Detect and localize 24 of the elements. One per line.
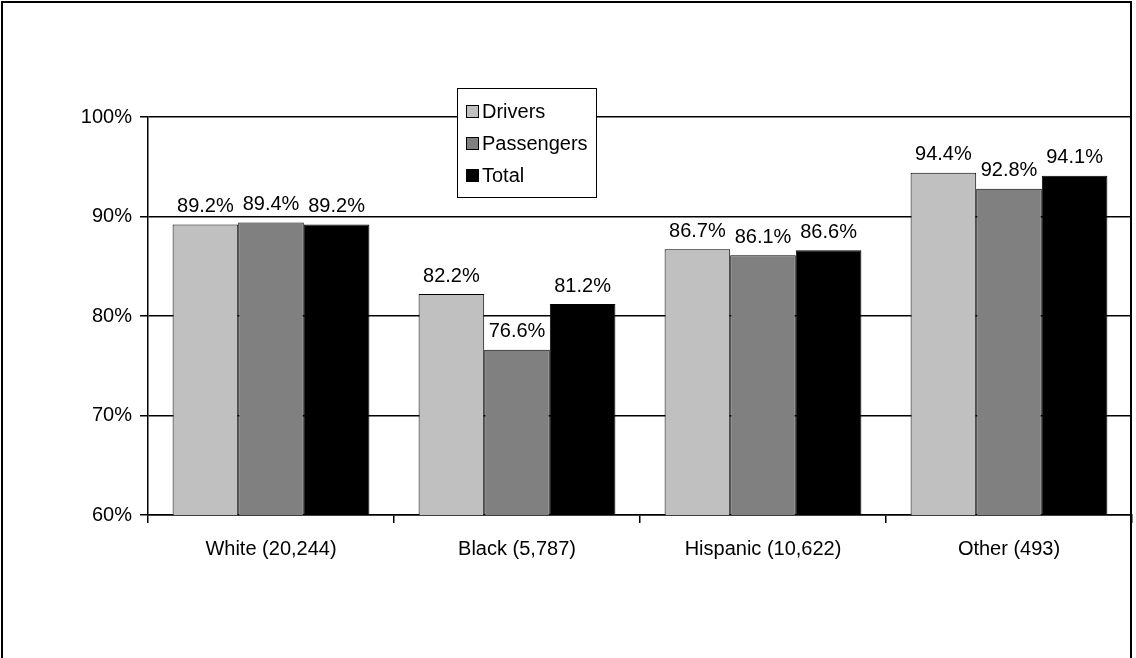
data-label: 81.2% [554,273,612,296]
legend-label: Passengers [482,131,588,155]
y-tick-label: 100% [80,104,133,127]
x-tick-label: Hispanic (10,622) [684,536,842,559]
y-tick-label: 70% [91,403,133,426]
data-label: 89.2% [308,193,366,216]
data-label: 76.6% [488,319,546,342]
data-label: 86.1% [734,224,792,247]
legend-label: Total [482,163,525,187]
legend-label: Drivers [482,99,546,123]
x-tick-label: White (20,244) [205,536,337,559]
x-tick-label: Other (493) [957,536,1061,559]
data-label: 86.7% [669,218,726,241]
data-label: 86.6% [800,219,858,242]
data-label: 89.2% [177,193,234,216]
data-label: 82.2% [423,263,480,286]
y-tick-label: 80% [91,303,133,326]
data-label: 94.1% [1046,145,1104,168]
data-label: 94.4% [915,142,972,165]
data-label: 92.8% [980,158,1038,181]
y-tick-label: 60% [91,502,133,525]
data-label: 89.4% [242,191,300,214]
y-tick-label: 90% [91,204,133,227]
x-tick-label: Black (5,787) [458,536,576,559]
